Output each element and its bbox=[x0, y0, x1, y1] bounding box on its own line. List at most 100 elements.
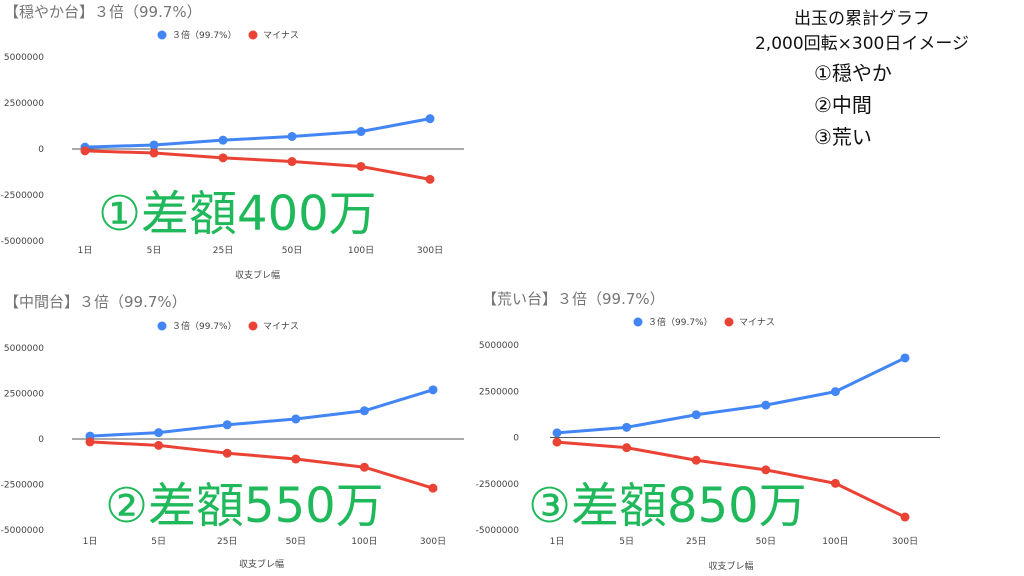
y-tick-label: 2500000 bbox=[4, 390, 44, 400]
data-point bbox=[691, 455, 701, 465]
legend-label: ３倍（99.7%） bbox=[172, 29, 237, 41]
y-tick-label: 2500000 bbox=[4, 99, 44, 109]
difference-annotation: ③差額850万 bbox=[528, 478, 807, 534]
x-tick-label: 25日 bbox=[213, 245, 233, 256]
data-point bbox=[622, 443, 632, 453]
x-tick-label: 5日 bbox=[147, 245, 162, 256]
data-point bbox=[218, 135, 228, 145]
chart-title: 【荒い台】３倍（99.7%） bbox=[482, 290, 665, 308]
data-point bbox=[761, 465, 771, 475]
legend-label: ３倍（99.7%） bbox=[172, 320, 237, 332]
x-tick-label: 300日 bbox=[892, 536, 918, 547]
x-tick-label: 25日 bbox=[686, 536, 706, 547]
legend-label: マイナス bbox=[739, 317, 775, 328]
y-tick-label: 5000000 bbox=[479, 341, 519, 351]
chart-title: 【穏やか台】３倍（99.7%） bbox=[4, 3, 202, 21]
y-tick-label: -5000000 bbox=[1, 237, 45, 247]
data-point bbox=[356, 161, 366, 171]
legend-marker bbox=[248, 321, 258, 331]
x-tick-label: 100日 bbox=[351, 536, 377, 547]
data-point bbox=[356, 127, 366, 137]
x-tick-label: 50日 bbox=[756, 536, 776, 547]
data-point bbox=[830, 387, 840, 397]
data-point bbox=[359, 406, 369, 416]
legend-marker bbox=[157, 30, 167, 40]
series-line-up bbox=[556, 356, 906, 435]
y-tick-label: 5000000 bbox=[4, 344, 44, 354]
data-point bbox=[900, 353, 910, 363]
data-point bbox=[222, 420, 232, 430]
x-tick-label: 300日 bbox=[420, 536, 446, 547]
x-tick-label: 300日 bbox=[417, 245, 443, 256]
legend-marker bbox=[633, 317, 643, 327]
data-point bbox=[287, 157, 297, 167]
data-point bbox=[830, 478, 840, 488]
difference-annotation: ①差額400万 bbox=[98, 186, 377, 242]
data-point bbox=[291, 454, 301, 464]
y-tick-label: 0 bbox=[38, 145, 44, 155]
data-point bbox=[154, 428, 164, 438]
y-tick-label: -2500000 bbox=[1, 191, 45, 201]
x-tick-label: 100日 bbox=[348, 245, 374, 256]
chart-1: 【穏やか台】３倍（99.7%） ３倍（99.7%） マイナス 5000000 25000… bbox=[1, 3, 464, 281]
data-point bbox=[218, 153, 228, 163]
data-point bbox=[80, 146, 90, 156]
legend-label: マイナス bbox=[263, 321, 299, 332]
data-point bbox=[428, 483, 438, 493]
legend-marker bbox=[157, 321, 167, 331]
note-item-3: ③荒い bbox=[814, 125, 872, 149]
chart-title: 【中間台】３倍（99.7%） bbox=[4, 293, 187, 311]
y-tick-label: 0 bbox=[38, 435, 44, 445]
legend-label: ３倍（99.7%） bbox=[648, 316, 713, 328]
chart-3: 【荒い台】３倍（99.7%） ３倍（99.7%） マイナス 5000000 250000… bbox=[476, 290, 940, 572]
series-line-up bbox=[89, 388, 434, 438]
series-line-up bbox=[84, 117, 431, 149]
x-tick-label: 100日 bbox=[822, 536, 848, 547]
y-tick-label: -2500000 bbox=[476, 480, 520, 490]
data-point bbox=[761, 400, 771, 410]
legend-marker bbox=[724, 317, 734, 327]
note-item-2: ②中間 bbox=[814, 93, 872, 117]
x-tick-label: 5日 bbox=[151, 536, 166, 547]
data-point bbox=[149, 140, 159, 150]
x-axis-label: 収支ブレ幅 bbox=[708, 560, 753, 572]
data-point bbox=[287, 131, 297, 141]
y-tick-label: 2500000 bbox=[479, 387, 519, 397]
data-point bbox=[691, 410, 701, 420]
y-tick-label: 0 bbox=[513, 434, 519, 444]
series-line-down bbox=[556, 440, 906, 519]
data-point bbox=[149, 148, 159, 158]
data-point bbox=[552, 428, 562, 438]
x-tick-label: 1日 bbox=[83, 536, 98, 547]
y-tick-label: -5000000 bbox=[476, 526, 520, 536]
y-tick-label: -2500000 bbox=[1, 481, 45, 491]
x-tick-label: 25日 bbox=[217, 536, 237, 547]
data-point bbox=[428, 385, 438, 395]
note-subtitle: 2,000回転×300日イメージ bbox=[755, 34, 969, 54]
legend-label: マイナス bbox=[263, 30, 299, 41]
x-tick-label: 1日 bbox=[78, 245, 93, 256]
chart-2: 【中間台】３倍（99.7%） ３倍（99.7%） マイナス 5000000 250000… bbox=[1, 293, 464, 570]
data-point bbox=[359, 462, 369, 472]
data-point bbox=[425, 114, 435, 124]
x-axis-label: 収支ブレ幅 bbox=[239, 558, 284, 570]
data-point bbox=[900, 512, 910, 522]
legend-marker bbox=[248, 30, 258, 40]
data-point bbox=[425, 174, 435, 184]
y-tick-label: -5000000 bbox=[1, 526, 45, 536]
series-line-down bbox=[84, 149, 431, 181]
data-point bbox=[222, 448, 232, 458]
x-tick-label: 5日 bbox=[619, 536, 634, 547]
series-line-down bbox=[89, 440, 434, 490]
x-tick-label: 1日 bbox=[550, 536, 565, 547]
difference-annotation: ②差額550万 bbox=[105, 478, 384, 534]
data-point bbox=[622, 422, 632, 432]
data-point bbox=[552, 437, 562, 447]
y-tick-label: 5000000 bbox=[4, 53, 44, 63]
data-point bbox=[291, 414, 301, 424]
data-point bbox=[154, 440, 164, 450]
x-tick-label: 50日 bbox=[286, 536, 306, 547]
x-axis-label: 収支ブレ幅 bbox=[235, 269, 280, 281]
x-tick-label: 50日 bbox=[282, 245, 302, 256]
